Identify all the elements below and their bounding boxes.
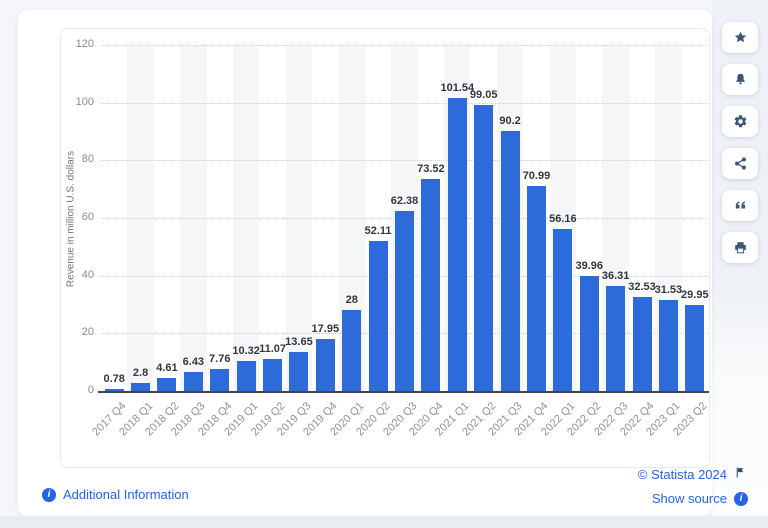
bar[interactable]	[157, 377, 177, 391]
share-button[interactable]	[722, 148, 758, 179]
info-icon: i	[42, 487, 56, 502]
show-source-link[interactable]: Show source i	[652, 491, 748, 506]
y-axis-tick-label: 60	[81, 211, 94, 223]
bar[interactable]	[236, 361, 256, 391]
bar-value-label: 70.99	[522, 170, 551, 183]
bar[interactable]	[553, 229, 573, 391]
bar[interactable]	[131, 382, 151, 391]
show-source-label: Show source	[651, 491, 727, 506]
bar-value-label: 6.43	[182, 356, 205, 369]
bar-value-label: 32.53	[628, 281, 656, 294]
bar-value-label: 13.65	[285, 335, 313, 348]
x-axis-line	[98, 391, 709, 393]
share-icon	[733, 156, 748, 171]
bar[interactable]	[500, 130, 520, 391]
chart-panel: Revenue in million U.S. dollars 0 20 40 60 8…	[60, 28, 710, 468]
bar-value-label: 7.76	[209, 352, 231, 365]
y-axis-tick-label: 20	[81, 326, 94, 339]
bar[interactable]	[685, 304, 705, 391]
bar[interactable]	[526, 186, 546, 391]
settings-button[interactable]	[722, 106, 758, 137]
bar-value-label: 4.61	[156, 361, 178, 374]
additional-information-label: Additional Information	[63, 487, 189, 502]
bar[interactable]	[183, 372, 203, 391]
y-axis-tick-label: 0	[87, 384, 94, 396]
additional-information-link[interactable]: i Additional Information	[42, 487, 189, 502]
notifications-button[interactable]	[722, 64, 758, 95]
bar[interactable]	[658, 300, 678, 391]
y-axis-tick-label: 100	[75, 95, 94, 108]
bar-value-label: 11.07	[259, 343, 286, 356]
bar-value-label: 101.54	[440, 82, 475, 95]
cite-button[interactable]	[722, 190, 758, 221]
bar-value-label: 10.32	[232, 345, 260, 358]
printer-icon	[733, 240, 748, 255]
bar-value-label: 29.95	[681, 288, 709, 301]
bar[interactable]	[368, 240, 388, 391]
bottom-strip	[0, 516, 768, 528]
chart-card: Revenue in million U.S. dollars 0 20 40 60 8…	[18, 10, 712, 516]
bar-value-label: 2.8	[132, 366, 149, 379]
gear-icon	[733, 114, 748, 129]
quote-icon	[733, 198, 748, 213]
bar-value-label: 39.96	[575, 259, 603, 272]
bar-value-label: 56.16	[549, 213, 577, 226]
bar-value-label: 28	[345, 294, 358, 307]
star-icon	[733, 30, 748, 45]
bar[interactable]	[104, 388, 124, 391]
bar-value-label: 52.11	[364, 224, 392, 237]
bar[interactable]	[289, 351, 309, 391]
bar-value-label: 73.52	[417, 163, 445, 176]
gridline	[101, 102, 708, 104]
gridline	[101, 45, 708, 46]
gridline	[101, 160, 708, 162]
bar-value-label: 31.53	[654, 284, 683, 297]
favorite-button[interactable]	[722, 22, 758, 53]
bar[interactable]	[421, 179, 441, 391]
bar-value-label: 0.78	[103, 372, 125, 385]
bar[interactable]	[263, 359, 283, 391]
bar-value-label: 90.2	[499, 114, 521, 127]
bar-value-label: 62.38	[390, 195, 419, 208]
bar-value-label: 17.95	[311, 323, 340, 336]
bar[interactable]	[474, 105, 494, 391]
print-button[interactable]	[722, 232, 758, 263]
bar[interactable]	[606, 286, 626, 391]
bar[interactable]	[395, 211, 414, 391]
bell-icon	[733, 72, 748, 87]
y-axis-tick-label: 40	[81, 268, 94, 281]
bar[interactable]	[447, 98, 467, 391]
y-axis-tick-label: 80	[81, 153, 94, 166]
bar-value-label: 99.05	[469, 89, 498, 102]
source-info-icon: i	[734, 491, 748, 506]
bar[interactable]	[632, 297, 652, 391]
bar-chart-plot: 0 20 40 60 80 100 120 0.78 2017 Q4 2.8 2018 Q1 4.61…	[61, 29, 710, 467]
copyright-label: © Statista 2024	[637, 466, 727, 482]
bar[interactable]	[315, 339, 335, 391]
bar[interactable]	[579, 275, 599, 391]
flag-icon	[734, 466, 747, 482]
bar[interactable]	[342, 310, 362, 391]
bar[interactable]	[210, 368, 230, 391]
y-axis-tick-label: 120	[75, 38, 94, 50]
statista-copyright-link[interactable]: © Statista 2024	[638, 466, 747, 482]
bar-value-label: 36.31	[601, 270, 630, 283]
